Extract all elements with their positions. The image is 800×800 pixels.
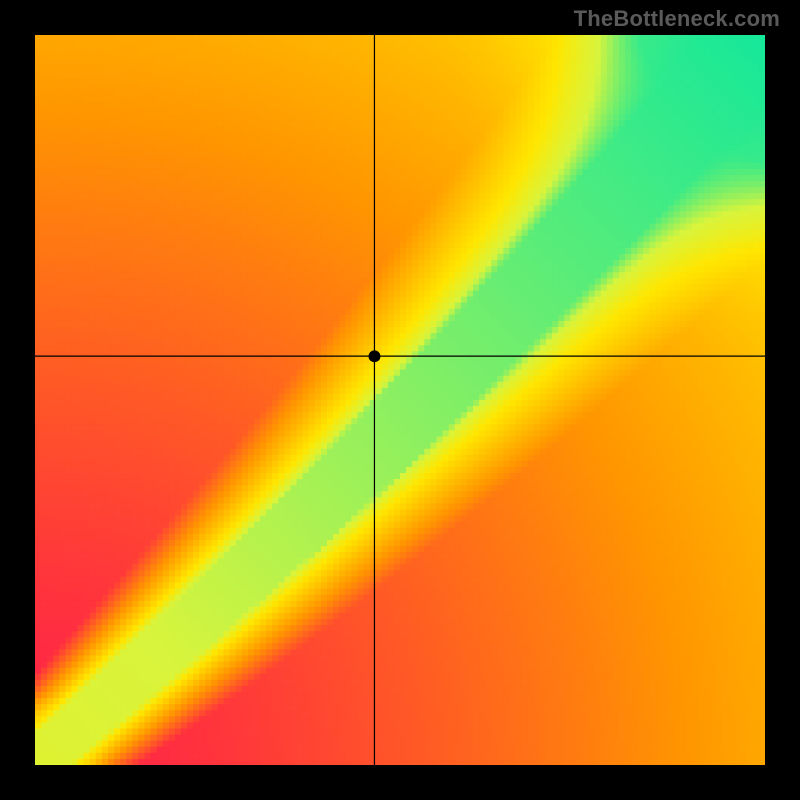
crosshair-overlay bbox=[35, 35, 765, 765]
watermark-text: TheBottleneck.com bbox=[574, 6, 780, 32]
